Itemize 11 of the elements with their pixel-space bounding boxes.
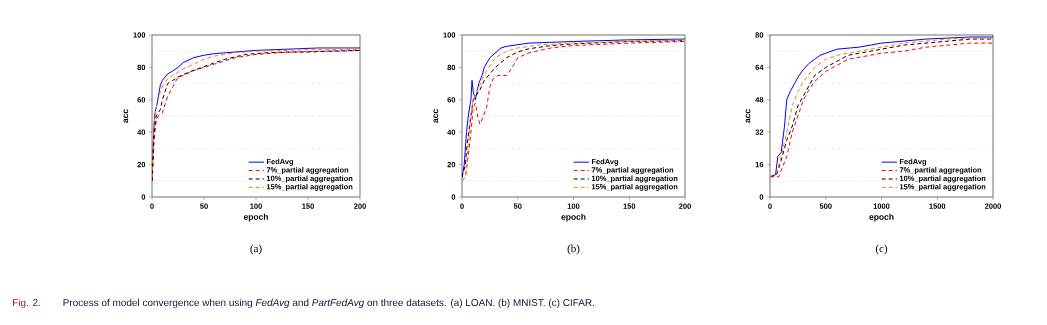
text: Process of model convergence when using FedAvg and PartFedAvg on three datasets. (a) LOAN. (b) MNIST. (c) CIFAR. bbox=[63, 298, 594, 309]
x-axis-title: epoch bbox=[561, 213, 586, 222]
y-axis-title: acc bbox=[745, 109, 751, 123]
caption: Fig. 2. bbox=[13, 298, 40, 309]
text: (c) bbox=[875, 244, 888, 255]
x-axis-title: epoch bbox=[243, 213, 268, 222]
y-axis-title: acc bbox=[433, 109, 439, 123]
y-axis-title: acc bbox=[123, 109, 129, 123]
text: (a) bbox=[250, 244, 262, 255]
x-axis-title: epoch bbox=[869, 213, 894, 222]
text: (b) bbox=[567, 244, 580, 255]
